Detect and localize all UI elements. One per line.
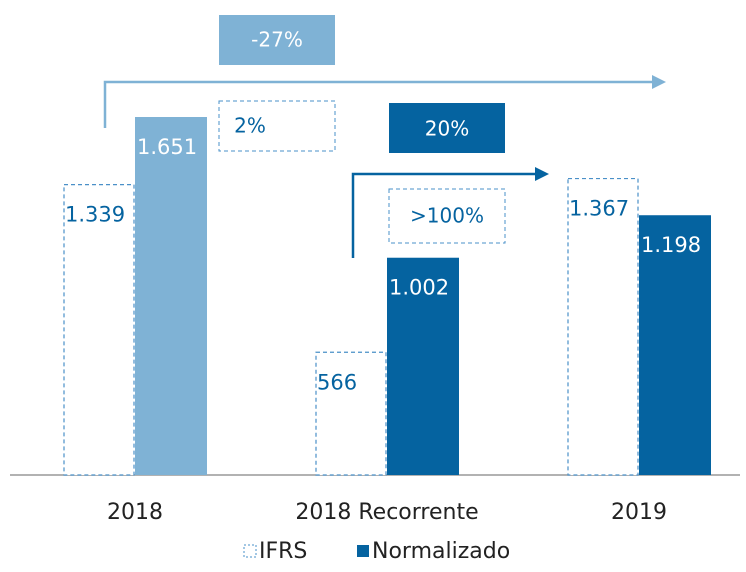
value-label: 1.002 — [389, 276, 449, 300]
annotation-box — [218, 100, 336, 152]
arrow-head — [652, 75, 666, 89]
bar — [135, 117, 207, 475]
value-label: 1.198 — [641, 233, 701, 257]
legend-label: IFRS — [259, 539, 307, 564]
x-tick-label: 2019 — [611, 500, 667, 525]
legend-label: Normalizado — [372, 539, 510, 564]
value-label: 1.367 — [569, 197, 629, 221]
annotation: >100% — [410, 204, 484, 228]
annotation-box — [388, 188, 506, 244]
bar — [567, 177, 639, 476]
x-tick-label: 2018 — [107, 500, 163, 525]
value-label: 1.651 — [137, 135, 197, 159]
annotation: 2% — [234, 114, 266, 138]
annotation: 20% — [425, 117, 469, 141]
value-label: 566 — [317, 370, 357, 394]
annotation: -27% — [251, 28, 303, 52]
annotation-box — [219, 15, 335, 65]
arrow-head — [535, 167, 549, 181]
value-label: 1.339 — [65, 203, 125, 227]
x-tick-label: 2018 Recorrente — [295, 500, 478, 525]
legend-swatch — [243, 544, 257, 558]
legend-swatch — [357, 545, 369, 557]
bar — [639, 215, 711, 476]
bar — [63, 184, 135, 476]
annotation-box — [389, 103, 505, 153]
arrow — [103, 80, 655, 128]
bar — [315, 351, 387, 476]
arrow — [351, 172, 538, 258]
bar — [387, 257, 459, 475]
